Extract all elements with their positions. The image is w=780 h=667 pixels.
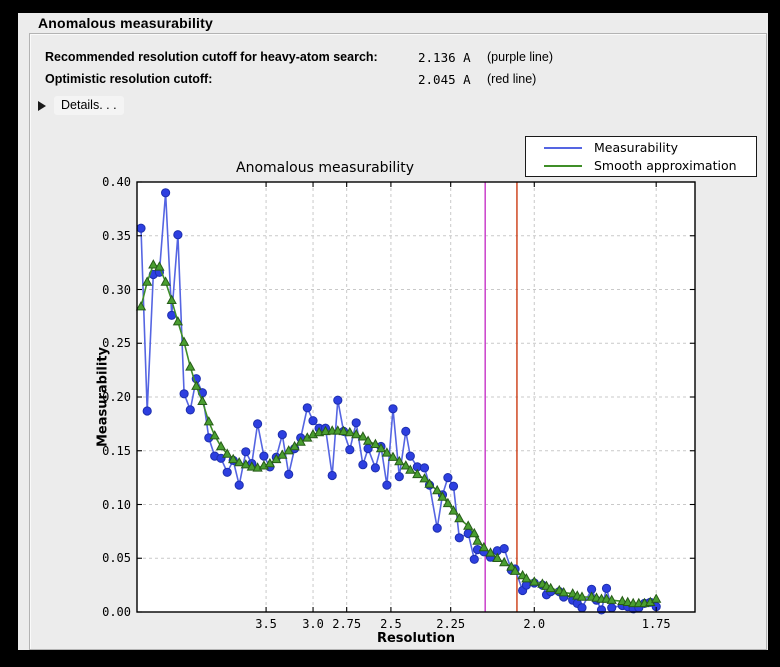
y-tick-label-0.35: 0.35: [102, 228, 131, 243]
optimistic-cutoff-label: Optimistic resolution cutoff:: [45, 72, 213, 86]
legend-line-smooth-icon: [544, 165, 582, 167]
y-tick-label-0.20: 0.20: [102, 390, 131, 404]
x-tick-label-2.5: 2.5: [380, 617, 402, 631]
recommended-cutoff-label: Recommended resolution cutoff for heavy-…: [45, 50, 378, 64]
page-title: Anomalous measurability: [38, 15, 213, 31]
summary-groupbox: [29, 33, 767, 650]
x-axis-label: Resolution: [376, 631, 456, 646]
y-tick-label-0.15: 0.15: [102, 443, 131, 458]
legend-label-measurability: Measurability: [594, 140, 679, 155]
x-tick-label-2.75: 2.75: [332, 617, 362, 631]
recommended-cutoff-note: (purple line): [487, 50, 554, 64]
recommended-cutoff-value: 2.136 A: [418, 50, 471, 65]
x-tick-label-3.0: 3.0: [302, 617, 324, 631]
optimistic-cutoff-note: (red line): [487, 72, 537, 86]
details-label[interactable]: Details. . .: [54, 96, 124, 115]
x-tick-label-3.5: 3.5: [255, 617, 277, 631]
x-tick-label-2.0: 2.0: [523, 617, 546, 631]
y-tick-label-0.00: 0.00: [102, 605, 131, 619]
y-tick-label-0.05: 0.05: [102, 551, 131, 566]
chart-title: Anomalous measurability: [236, 160, 414, 176]
y-tick-label-0.40: 0.40: [102, 175, 131, 189]
x-tick-label-2.25: 2.25: [436, 617, 466, 631]
y-tick-label-0.10: 0.10: [102, 497, 131, 512]
optimistic-cutoff-value: 2.045 A: [418, 72, 471, 87]
y-tick-label-0.30: 0.30: [102, 282, 131, 297]
legend: Measurability Smooth approximation: [525, 136, 757, 177]
legend-item-measurability: Measurability: [526, 139, 756, 157]
legend-item-smooth-approximation: Smooth approximation: [526, 157, 756, 175]
legend-label-smooth: Smooth approximation: [594, 158, 737, 173]
details-disclosure[interactable]: Details. . .: [38, 96, 124, 116]
x-tick-label-1.75: 1.75: [641, 617, 671, 631]
disclosure-triangle-icon[interactable]: [38, 100, 46, 111]
y-tick-label-0.25: 0.25: [102, 336, 131, 351]
legend-line-measurability-icon: [544, 147, 582, 149]
